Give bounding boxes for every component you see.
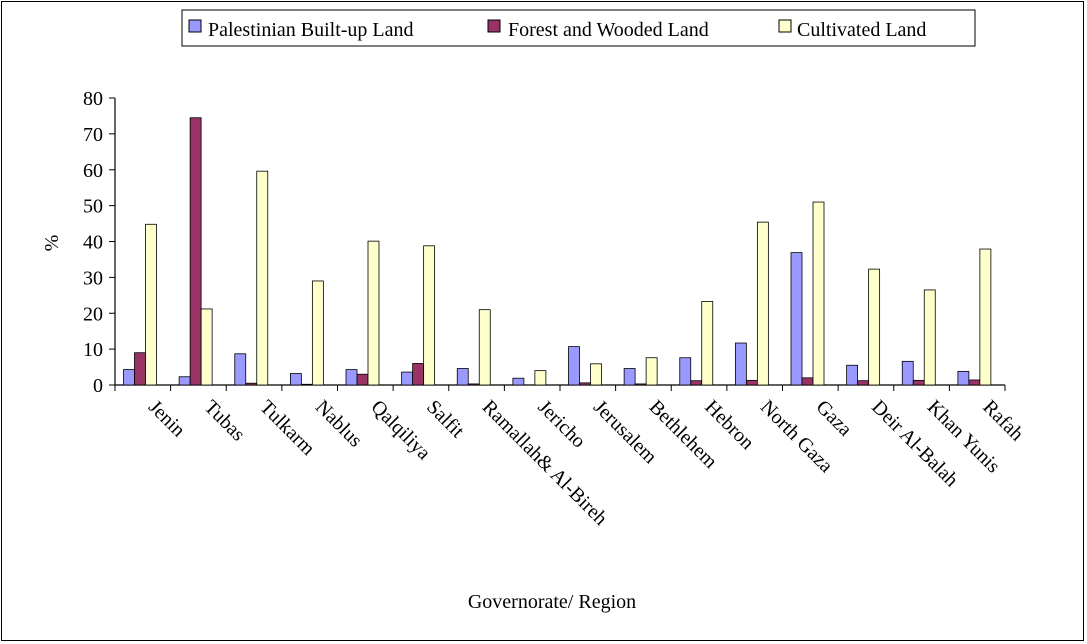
legend-label-built-up: Palestinian Built-up Land bbox=[208, 19, 414, 41]
legend-swatch-cultivated bbox=[778, 19, 792, 33]
bar-built-up bbox=[234, 353, 247, 386]
bar-built-up bbox=[623, 368, 636, 386]
y-tick-label: 80 bbox=[83, 88, 103, 110]
x-tick-label: Gaza bbox=[812, 396, 857, 441]
bar-cultivated bbox=[701, 301, 714, 386]
bar-forest bbox=[857, 380, 870, 386]
legend-label-cultivated: Cultivated Land bbox=[797, 19, 926, 41]
bar-built-up bbox=[345, 369, 358, 386]
bar-cultivated bbox=[868, 268, 881, 386]
bar-forest bbox=[189, 117, 202, 386]
bar-built-up bbox=[901, 360, 914, 386]
bar-built-up bbox=[568, 346, 580, 386]
bar-forest bbox=[356, 373, 369, 386]
legend: Palestinian Built-up Land Forest and Woo… bbox=[181, 9, 976, 47]
y-tick-label: 10 bbox=[83, 339, 103, 361]
bar-forest bbox=[300, 383, 313, 386]
x-tick-label: Tubas bbox=[200, 396, 250, 446]
bar-cultivated bbox=[145, 223, 157, 386]
bar-cultivated bbox=[423, 245, 436, 386]
bar-built-up bbox=[123, 369, 135, 386]
bar-forest bbox=[134, 352, 146, 386]
y-tick-label: 40 bbox=[83, 232, 103, 254]
bar-built-up bbox=[790, 252, 803, 386]
bar-cultivated bbox=[979, 248, 992, 386]
bar-forest bbox=[690, 380, 703, 386]
x-tick-label: Jenin bbox=[144, 396, 189, 441]
y-axis-title: % bbox=[41, 235, 63, 252]
bar-built-up bbox=[679, 357, 692, 386]
bar-cultivated bbox=[534, 370, 547, 386]
bar-forest bbox=[801, 377, 814, 386]
x-tick-label: Qalqiliya bbox=[367, 396, 435, 464]
legend-swatch-built-up bbox=[188, 19, 202, 33]
bar-forest bbox=[245, 382, 258, 386]
y-tick-label: 60 bbox=[83, 160, 103, 182]
bar-built-up bbox=[957, 370, 970, 386]
bar-cultivated bbox=[478, 309, 491, 386]
legend-label-forest: Forest and Wooded Land bbox=[508, 19, 709, 41]
y-tick-label: 30 bbox=[83, 267, 103, 289]
bar-cultivated bbox=[200, 308, 213, 386]
bar-forest bbox=[745, 379, 758, 386]
y-tick-label: 70 bbox=[83, 124, 103, 146]
bar-forest bbox=[412, 363, 425, 386]
bar-cultivated bbox=[256, 170, 269, 386]
y-tick-label: 50 bbox=[83, 196, 103, 218]
bar-cultivated bbox=[367, 240, 380, 386]
y-tick-label: 20 bbox=[83, 303, 103, 325]
x-tick-label: Tulkarm bbox=[255, 396, 319, 460]
bar-cultivated bbox=[645, 357, 658, 386]
bar-cultivated bbox=[812, 201, 825, 386]
bar-forest bbox=[579, 382, 591, 386]
bar-forest bbox=[634, 383, 647, 386]
x-tick-label: Rafah bbox=[978, 396, 1027, 445]
y-tick-label: 0 bbox=[93, 375, 103, 397]
bar-built-up bbox=[456, 368, 469, 386]
bar-cultivated bbox=[923, 289, 936, 386]
bar-built-up bbox=[289, 373, 302, 386]
bar-forest bbox=[912, 379, 925, 386]
legend-swatch-forest bbox=[487, 19, 501, 33]
bar-built-up bbox=[178, 376, 191, 386]
bar-built-up bbox=[734, 342, 747, 386]
bar-built-up bbox=[846, 364, 859, 386]
x-tick-label: Salfit bbox=[422, 396, 469, 443]
bar-built-up bbox=[512, 377, 525, 386]
bar-cultivated bbox=[311, 280, 324, 386]
bar-built-up bbox=[401, 371, 414, 386]
bar-forest bbox=[968, 379, 981, 386]
legend-box bbox=[181, 9, 976, 47]
bar-cultivated bbox=[756, 221, 769, 386]
x-axis-title: Governorate/ Region bbox=[468, 591, 636, 613]
bar-forest bbox=[467, 383, 480, 386]
bar-cultivated bbox=[590, 363, 602, 386]
